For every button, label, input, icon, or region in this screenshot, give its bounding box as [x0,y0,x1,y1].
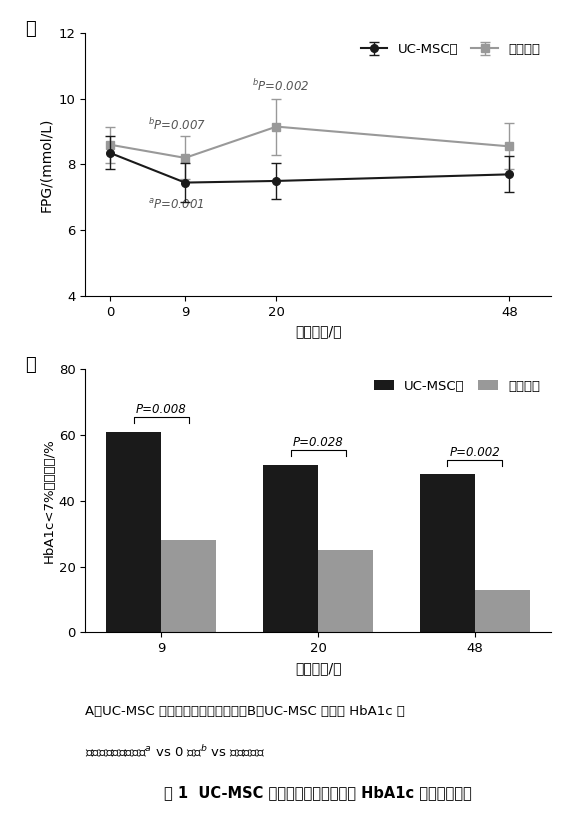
Bar [263,464,318,632]
Text: $^{a}$P=0.001: $^{a}$P=0.001 [148,198,204,212]
Text: P=0.008: P=0.008 [136,403,187,416]
Text: 制达标率显著提高；$^{a}$ vs 0 周；$^{b}$ vs 安慰剂组。: 制达标率显著提高；$^{a}$ vs 0 周；$^{b}$ vs 安慰剂组。 [85,744,265,760]
Bar [106,432,161,632]
Bar [318,550,373,632]
Y-axis label: FPG/(mmol/L): FPG/(mmol/L) [39,117,53,211]
Text: $^{b}$P=0.007: $^{b}$P=0.007 [148,117,206,133]
Text: P=0.028: P=0.028 [293,436,344,449]
Text: P=0.002: P=0.002 [449,446,500,459]
Bar [161,541,216,632]
Text: $^{b}$P=0.002: $^{b}$P=0.002 [252,78,309,93]
Legend: UC-MSC组, 安慰剂组: UC-MSC组, 安慰剂组 [357,39,544,61]
Bar [420,474,475,632]
Y-axis label: HbA1c<7%患者占比/%: HbA1c<7%患者占比/% [43,438,56,563]
Text: 图 1  UC-MSC 治疗对患者空腹血糖和 HbA1c 达标率的影响: 图 1 UC-MSC 治疗对患者空腹血糖和 HbA1c 达标率的影响 [164,785,472,800]
Text: Ⓐ: Ⓐ [24,20,35,38]
X-axis label: 随访时间/周: 随访时间/周 [295,324,341,338]
Text: A：UC-MSC 治疗改善患者空腹血糖；B：UC-MSC 治疗后 HbA1c 控: A：UC-MSC 治疗改善患者空腹血糖；B：UC-MSC 治疗后 HbA1c 控 [85,705,405,718]
X-axis label: 随访时间/周: 随访时间/周 [295,661,341,675]
Legend: UC-MSC组, 安慰剂组: UC-MSC组, 安慰剂组 [370,376,544,396]
Bar [475,590,530,632]
Text: Ⓑ: Ⓑ [24,355,35,373]
